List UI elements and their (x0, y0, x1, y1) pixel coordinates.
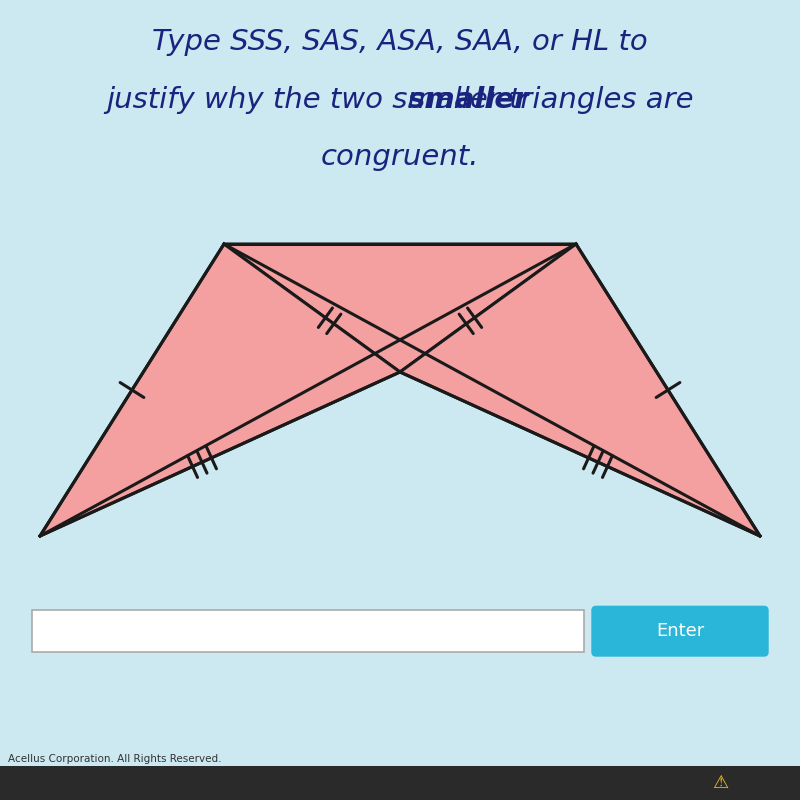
Polygon shape (224, 244, 576, 372)
Text: Type SSS, SAS, ASA, SAA, or HL to: Type SSS, SAS, ASA, SAA, or HL to (152, 28, 648, 56)
Text: ⚠: ⚠ (712, 774, 728, 792)
Text: Enter: Enter (656, 622, 704, 640)
Text: Acellus Corporation. All Rights Reserved.: Acellus Corporation. All Rights Reserved… (8, 754, 222, 764)
Text: congruent.: congruent. (321, 143, 479, 171)
Text: justify why the two smaller triangles are: justify why the two smaller triangles ar… (106, 86, 694, 114)
Polygon shape (40, 244, 400, 536)
Bar (0, 766, 800, 800)
Text: smaller: smaller (408, 86, 530, 114)
FancyBboxPatch shape (592, 606, 768, 656)
Polygon shape (400, 244, 760, 536)
FancyBboxPatch shape (32, 610, 584, 652)
